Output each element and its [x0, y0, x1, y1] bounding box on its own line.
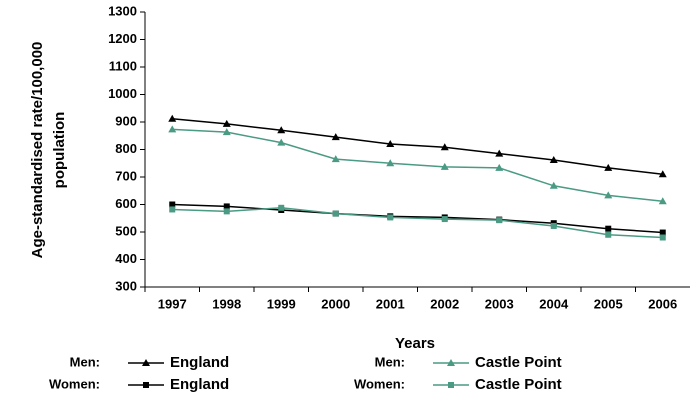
data-point [605, 225, 612, 232]
x-tick-label: 2006 [648, 296, 677, 311]
data-point [495, 163, 504, 171]
data-point [331, 155, 340, 163]
data-point [332, 210, 339, 217]
legend-marker [448, 382, 454, 388]
x-tick-label: 2001 [376, 296, 405, 311]
data-point [387, 214, 394, 221]
x-tick-label: 1998 [212, 296, 241, 311]
data-point [278, 204, 285, 211]
y-axis-title: population [51, 112, 68, 189]
y-axis-title: Age-standardised rate/100,000 [29, 42, 46, 259]
data-point [386, 159, 395, 167]
legend-label: England [170, 354, 229, 371]
legend-group: Women: [49, 376, 100, 391]
y-tick-label: 400 [115, 251, 137, 266]
data-point [605, 231, 612, 238]
x-tick-label: 2000 [321, 296, 350, 311]
legend-label: Castle Point [475, 376, 562, 393]
legend-label: Castle Point [475, 354, 562, 371]
series-line [172, 117, 663, 175]
y-tick-label: 1000 [108, 86, 137, 101]
y-tick-label: 1100 [109, 58, 137, 73]
data-point [549, 155, 558, 163]
y-tick-label: 500 [115, 223, 137, 238]
data-point [277, 126, 286, 134]
data-point [658, 197, 667, 205]
data-point [169, 206, 176, 213]
legend-marker [142, 359, 150, 366]
series-line [172, 207, 663, 239]
x-tick-label: 2003 [485, 296, 514, 311]
data-point [659, 229, 666, 236]
data-point [440, 162, 449, 170]
data-point [386, 140, 395, 147]
data-point [550, 222, 557, 229]
data-point [277, 138, 286, 146]
data-point [604, 163, 613, 171]
data-point [168, 125, 177, 133]
data-point [549, 181, 558, 189]
x-tick-label: 2004 [539, 296, 569, 311]
y-tick-label: 800 [115, 141, 137, 156]
series-line [172, 203, 663, 234]
data-point [169, 201, 176, 208]
data-point [331, 133, 340, 141]
data-point [222, 119, 231, 127]
data-point [223, 208, 230, 215]
legend-group: Women: [354, 376, 405, 391]
legend-marker [447, 359, 455, 366]
y-tick-label: 1200 [108, 31, 137, 46]
legend-group: Men: [70, 354, 100, 369]
x-axis-title: Years [395, 335, 435, 352]
x-tick-label: 1999 [267, 296, 296, 311]
y-tick-label: 900 [115, 113, 137, 128]
legend-label: England [170, 376, 229, 393]
data-point [440, 143, 449, 151]
data-point [223, 203, 230, 210]
data-point [222, 128, 231, 136]
data-point [441, 216, 448, 223]
x-tick-label: 1997 [158, 296, 187, 311]
legend-group: Men: [375, 354, 405, 369]
data-point [659, 234, 666, 241]
y-tick-label: 300 [115, 278, 137, 293]
series-line [172, 128, 663, 202]
y-tick-label: 700 [115, 168, 137, 183]
x-tick-label: 2005 [594, 296, 623, 311]
x-tick-label: 2002 [430, 296, 459, 311]
data-point [495, 149, 504, 157]
data-point [168, 114, 177, 122]
data-point [496, 217, 503, 224]
y-tick-label: 1300 [108, 3, 137, 18]
data-point [604, 191, 613, 199]
legend-marker [143, 382, 149, 388]
data-point [658, 170, 667, 178]
y-tick-label: 600 [115, 196, 137, 211]
